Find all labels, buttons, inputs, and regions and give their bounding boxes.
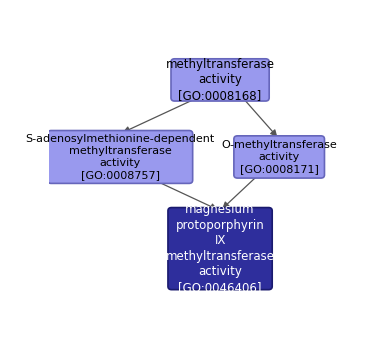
Text: S-adenosylmethionine-dependent
methyltransferase
activity
[GO:0008757]: S-adenosylmethionine-dependent methyltra… xyxy=(25,134,215,180)
Text: magnesium
protoporphyrin
IX
methyltransferase
activity
[GO:0046406]: magnesium protoporphyrin IX methyltransf… xyxy=(165,203,274,294)
FancyBboxPatch shape xyxy=(171,59,269,101)
FancyBboxPatch shape xyxy=(48,130,193,184)
Text: methyltransferase
activity
[GO:0008168]: methyltransferase activity [GO:0008168] xyxy=(165,58,274,102)
Text: O-methyltransferase
activity
[GO:0008171]: O-methyltransferase activity [GO:0008171… xyxy=(221,140,337,174)
FancyBboxPatch shape xyxy=(234,136,325,178)
FancyBboxPatch shape xyxy=(168,208,272,290)
